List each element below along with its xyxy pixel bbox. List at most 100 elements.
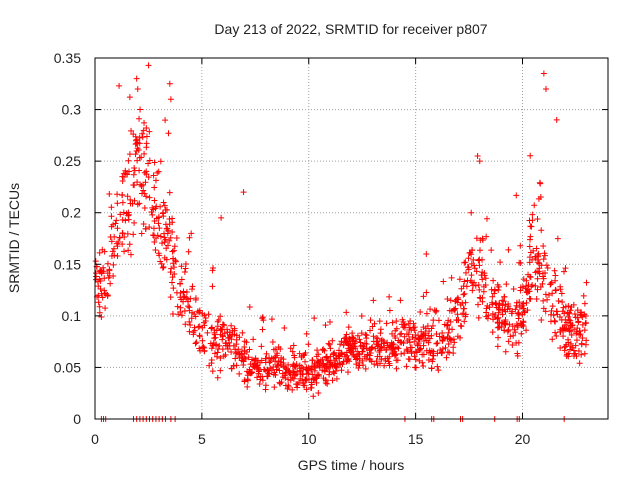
data-point	[563, 353, 570, 360]
data-point	[578, 312, 585, 319]
data-point	[434, 363, 441, 370]
data-point	[378, 336, 385, 343]
data-point	[281, 364, 288, 371]
data-point	[406, 339, 413, 346]
data-point	[333, 363, 340, 370]
data-point	[138, 182, 145, 189]
data-point	[393, 325, 400, 332]
data-point	[534, 268, 541, 275]
data-point	[550, 312, 557, 319]
data-point	[376, 318, 383, 325]
data-point	[329, 377, 336, 384]
data-point	[545, 292, 552, 299]
x-tick-label: 20	[515, 431, 531, 447]
data-point	[430, 317, 437, 324]
data-point	[99, 294, 106, 301]
data-point	[308, 381, 315, 388]
data-point	[568, 331, 575, 338]
data-point	[130, 171, 137, 178]
data-point	[186, 234, 193, 241]
data-point	[529, 256, 536, 263]
data-point	[450, 336, 457, 343]
data-point	[482, 282, 489, 289]
data-point	[172, 257, 179, 264]
data-point	[360, 343, 367, 350]
data-point	[426, 328, 433, 335]
data-point	[196, 323, 203, 330]
data-point	[138, 154, 145, 161]
data-point	[425, 356, 432, 363]
data-point	[101, 287, 108, 294]
data-point	[130, 231, 137, 238]
data-point	[213, 341, 220, 348]
data-point	[162, 206, 169, 213]
data-point	[126, 94, 133, 101]
data-point	[578, 340, 585, 347]
data-point	[473, 235, 480, 242]
data-point	[270, 371, 277, 378]
data-point	[575, 347, 582, 354]
data-point	[476, 262, 483, 269]
data-point	[244, 383, 251, 390]
data-point	[435, 367, 442, 374]
data-point	[362, 331, 369, 338]
data-point	[583, 319, 590, 326]
data-point	[196, 345, 203, 352]
data-point	[439, 345, 446, 352]
data-point	[116, 234, 123, 241]
data-point	[567, 307, 574, 314]
data-point	[400, 340, 407, 347]
data-point	[216, 342, 223, 349]
data-point	[310, 375, 317, 382]
data-point	[515, 339, 522, 346]
y-tick-label: 0.35	[54, 50, 81, 66]
data-point	[462, 299, 469, 306]
data-point	[98, 290, 105, 297]
data-point	[494, 319, 501, 326]
data-point	[420, 293, 427, 300]
data-point	[412, 348, 419, 355]
data-point	[270, 364, 277, 371]
data-point	[552, 277, 559, 284]
data-point	[555, 298, 562, 305]
data-point	[317, 357, 324, 364]
data-point	[371, 361, 378, 368]
data-point	[219, 321, 226, 328]
data-point	[540, 243, 547, 249]
data-point	[395, 345, 402, 352]
data-point	[108, 238, 115, 245]
data-point	[119, 241, 126, 248]
data-point	[350, 337, 357, 344]
data-point	[305, 341, 312, 348]
data-point	[461, 318, 468, 325]
data-point	[320, 346, 327, 353]
data-point	[136, 134, 143, 141]
data-point	[513, 320, 520, 327]
data-point	[383, 320, 390, 327]
y-tick-label: 0.3	[62, 102, 82, 118]
data-point	[397, 331, 404, 338]
data-point	[171, 243, 178, 250]
data-point	[534, 216, 541, 223]
data-point	[141, 119, 148, 126]
y-tick-label: 0.1	[62, 308, 82, 324]
data-point	[521, 308, 528, 315]
data-point	[327, 345, 334, 352]
data-point	[241, 350, 248, 357]
data-point	[446, 326, 453, 333]
data-point	[301, 382, 308, 389]
data-point	[359, 357, 366, 364]
data-point	[454, 294, 461, 301]
data-point	[420, 342, 427, 349]
data-point	[463, 283, 470, 290]
data-point	[330, 351, 337, 358]
data-point	[208, 325, 215, 332]
data-point	[327, 353, 334, 360]
data-point	[177, 280, 184, 287]
data-point	[200, 343, 207, 350]
data-point	[187, 321, 194, 328]
data-point	[301, 376, 308, 383]
y-tick-label: 0.2	[62, 205, 82, 221]
data-point	[122, 170, 129, 177]
